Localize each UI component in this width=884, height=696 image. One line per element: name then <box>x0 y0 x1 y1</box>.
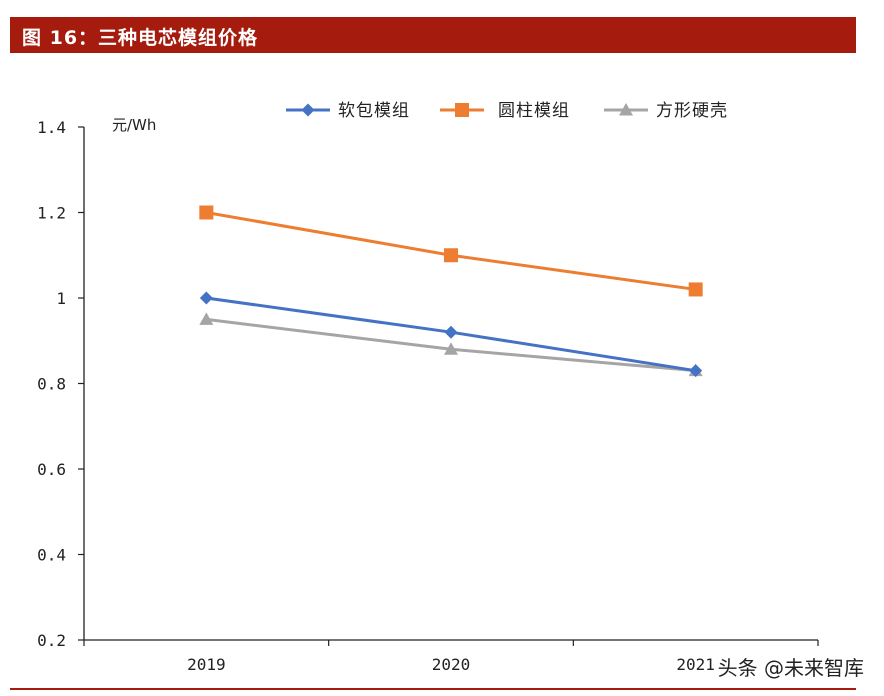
legend-swatch-marker <box>619 103 633 116</box>
data-point <box>199 312 214 325</box>
series-square <box>199 205 703 297</box>
series-diamond <box>199 291 703 378</box>
legend-swatch-marker <box>455 103 469 117</box>
figure-title: 图 16：三种电芯模组价格 <box>22 27 259 49</box>
y-tick-label: 0.6 <box>37 460 66 479</box>
legend-label: 圆柱模组 <box>498 101 570 121</box>
data-point <box>444 325 458 339</box>
legend-item: 方形硬壳 <box>604 101 728 121</box>
legend-label: 软包模组 <box>338 101 410 121</box>
series-triangle <box>199 312 703 377</box>
data-point <box>689 364 703 378</box>
y-tick-label: 0.4 <box>37 546 66 565</box>
x-tick-label: 2020 <box>432 655 471 674</box>
legend-label: 方形硬壳 <box>656 101 728 121</box>
legend-item: 软包模组 <box>286 101 410 121</box>
x-tick-label: 2019 <box>187 655 226 674</box>
data-point <box>199 205 214 220</box>
data-point <box>444 248 458 263</box>
x-tick-label: 2021 <box>676 655 715 674</box>
legend-swatch-marker <box>301 103 315 117</box>
chart-legend: 软包模组 圆柱模组 方形硬壳 <box>286 101 728 121</box>
y-tick-label: 1 <box>56 289 66 308</box>
legend-item: 圆柱模组 <box>440 101 570 121</box>
data-point <box>688 282 703 297</box>
chart-series <box>199 205 703 378</box>
chart-axes: 1.4 1.2 1 0.8 0.6 0.4 0.2 2019 2020 2021 元/Wh <box>37 116 819 674</box>
watermark: 头条 @未来智库 <box>717 656 864 680</box>
data-point <box>199 291 213 305</box>
y-tick-label: 1.2 <box>37 204 66 223</box>
figure-title-bar: 图 16：三种电芯模组价格 <box>10 17 856 53</box>
bottom-rule <box>10 688 856 690</box>
y-tick-label: 0.8 <box>37 375 66 394</box>
y-tick-label: 1.4 <box>37 118 66 137</box>
data-point <box>444 342 458 355</box>
y-tick-label: 0.2 <box>37 631 66 650</box>
y-axis-unit: 元/Wh <box>112 116 156 134</box>
